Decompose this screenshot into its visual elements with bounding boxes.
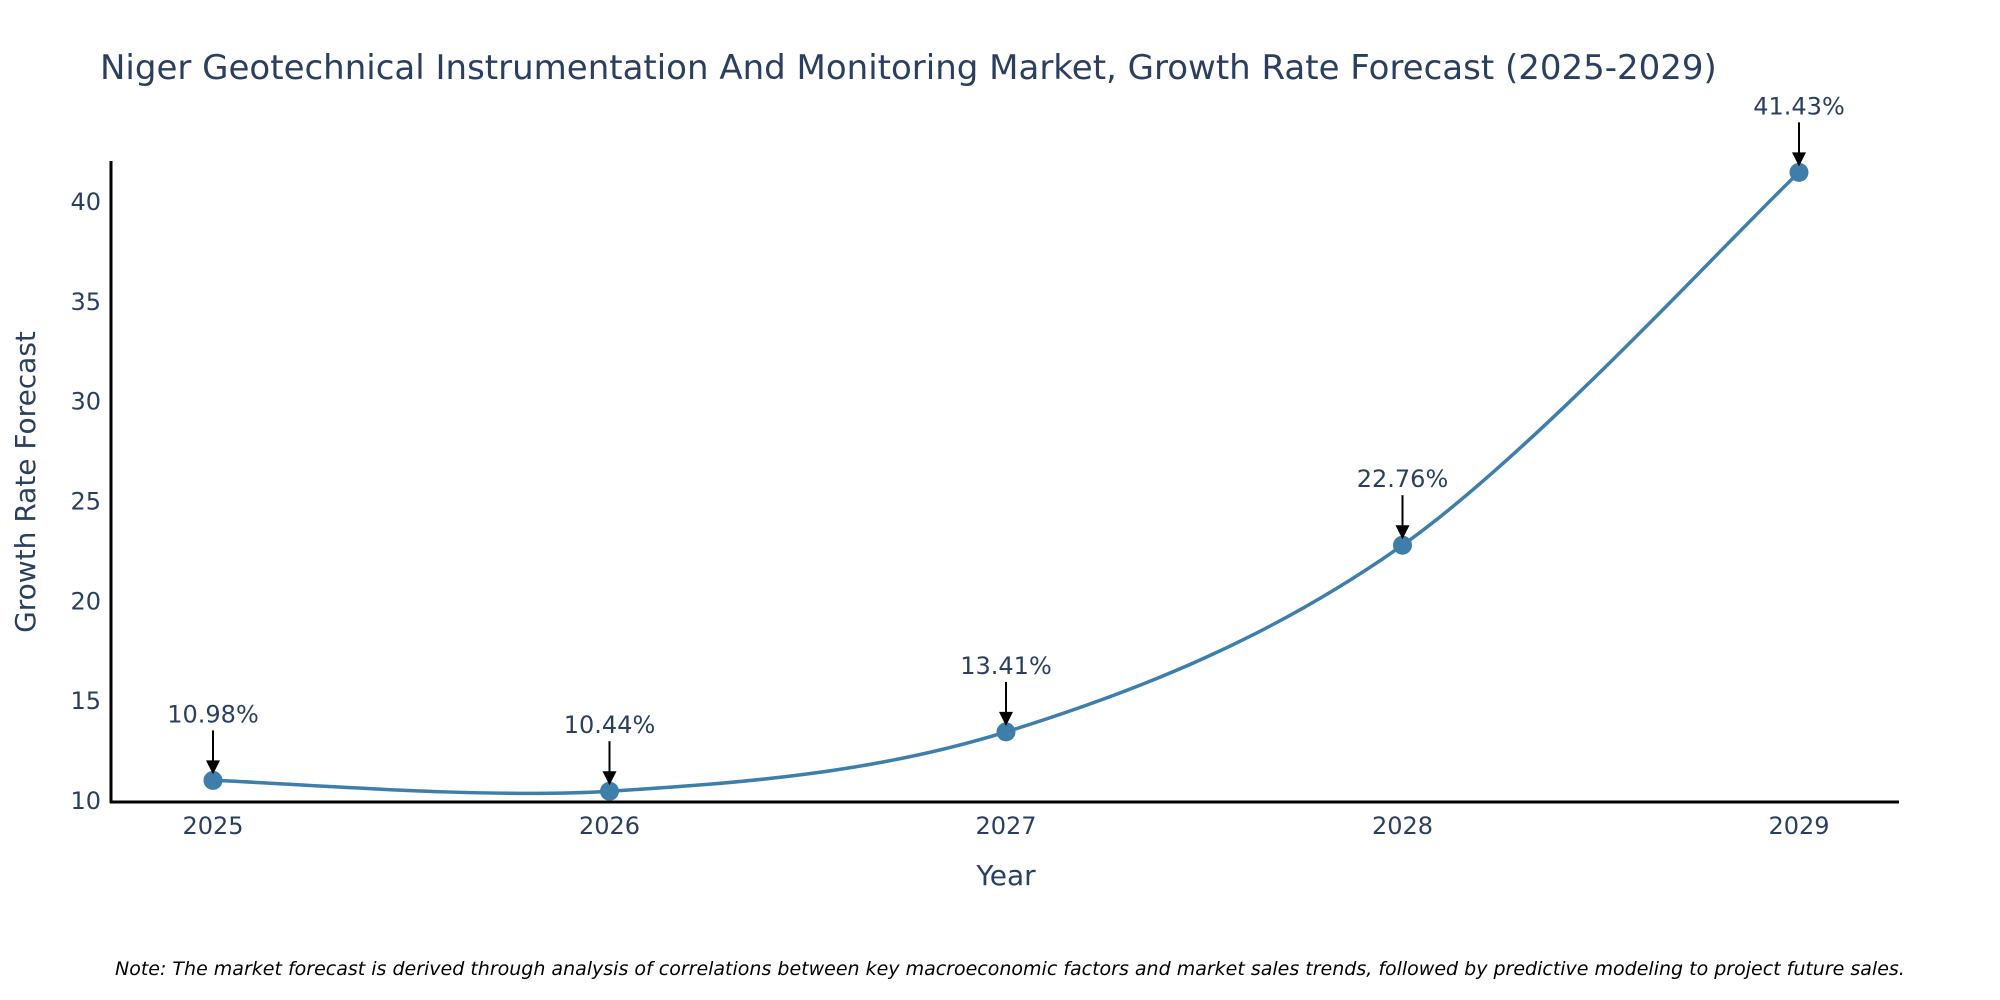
footnote: Note: The market forecast is derived thr… [115, 958, 1905, 980]
data-label: 22.76% [1357, 465, 1449, 493]
data-point [996, 722, 1016, 742]
y-tick-label: 25 [70, 487, 101, 515]
data-label: 10.98% [167, 700, 259, 728]
x-tick-label: 2028 [1372, 812, 1433, 840]
annotation-arrow-head [1792, 152, 1806, 167]
y-axis-title: Growth Rate Forecast [9, 331, 42, 633]
chart-title: Niger Geotechnical Instrumentation And M… [100, 48, 1717, 88]
y-tick-label: 30 [70, 388, 101, 416]
x-tick-label: 2029 [1768, 812, 1829, 840]
data-point [203, 770, 223, 790]
y-tick-label: 15 [70, 687, 101, 715]
annotation-arrow-head [602, 771, 617, 786]
y-tick-label: 20 [70, 587, 101, 615]
series-line [212, 171, 1801, 796]
annotation-arrow-head [999, 711, 1013, 726]
y-tick-label: 35 [70, 288, 101, 316]
x-tick-label: 2027 [975, 812, 1036, 840]
data-point [600, 781, 619, 801]
x-tick-label: 2026 [579, 812, 640, 840]
x-axis-title: Year [975, 859, 1036, 892]
data-markers [203, 162, 1809, 801]
data-label: 13.41% [960, 652, 1052, 680]
y-tick-label: 40 [70, 188, 101, 216]
data-label: 10.44% [564, 711, 656, 739]
data-point [1393, 535, 1412, 555]
data-label: 41.43% [1753, 92, 1845, 120]
x-axis-ticks: 2025 2026 2027 2028 2029 [182, 812, 1829, 840]
data-annotations: 10.98% 10.44% 13.41% 22.76% 41.43% [167, 92, 1845, 786]
annotation-arrow-head [206, 760, 220, 775]
y-axis-ticks: 10 15 20 25 30 35 40 [70, 188, 101, 815]
x-tick-label: 2025 [182, 812, 243, 840]
annotation-arrow-head [1395, 525, 1410, 540]
y-tick-label: 10 [70, 787, 101, 815]
data-point [1789, 162, 1809, 182]
